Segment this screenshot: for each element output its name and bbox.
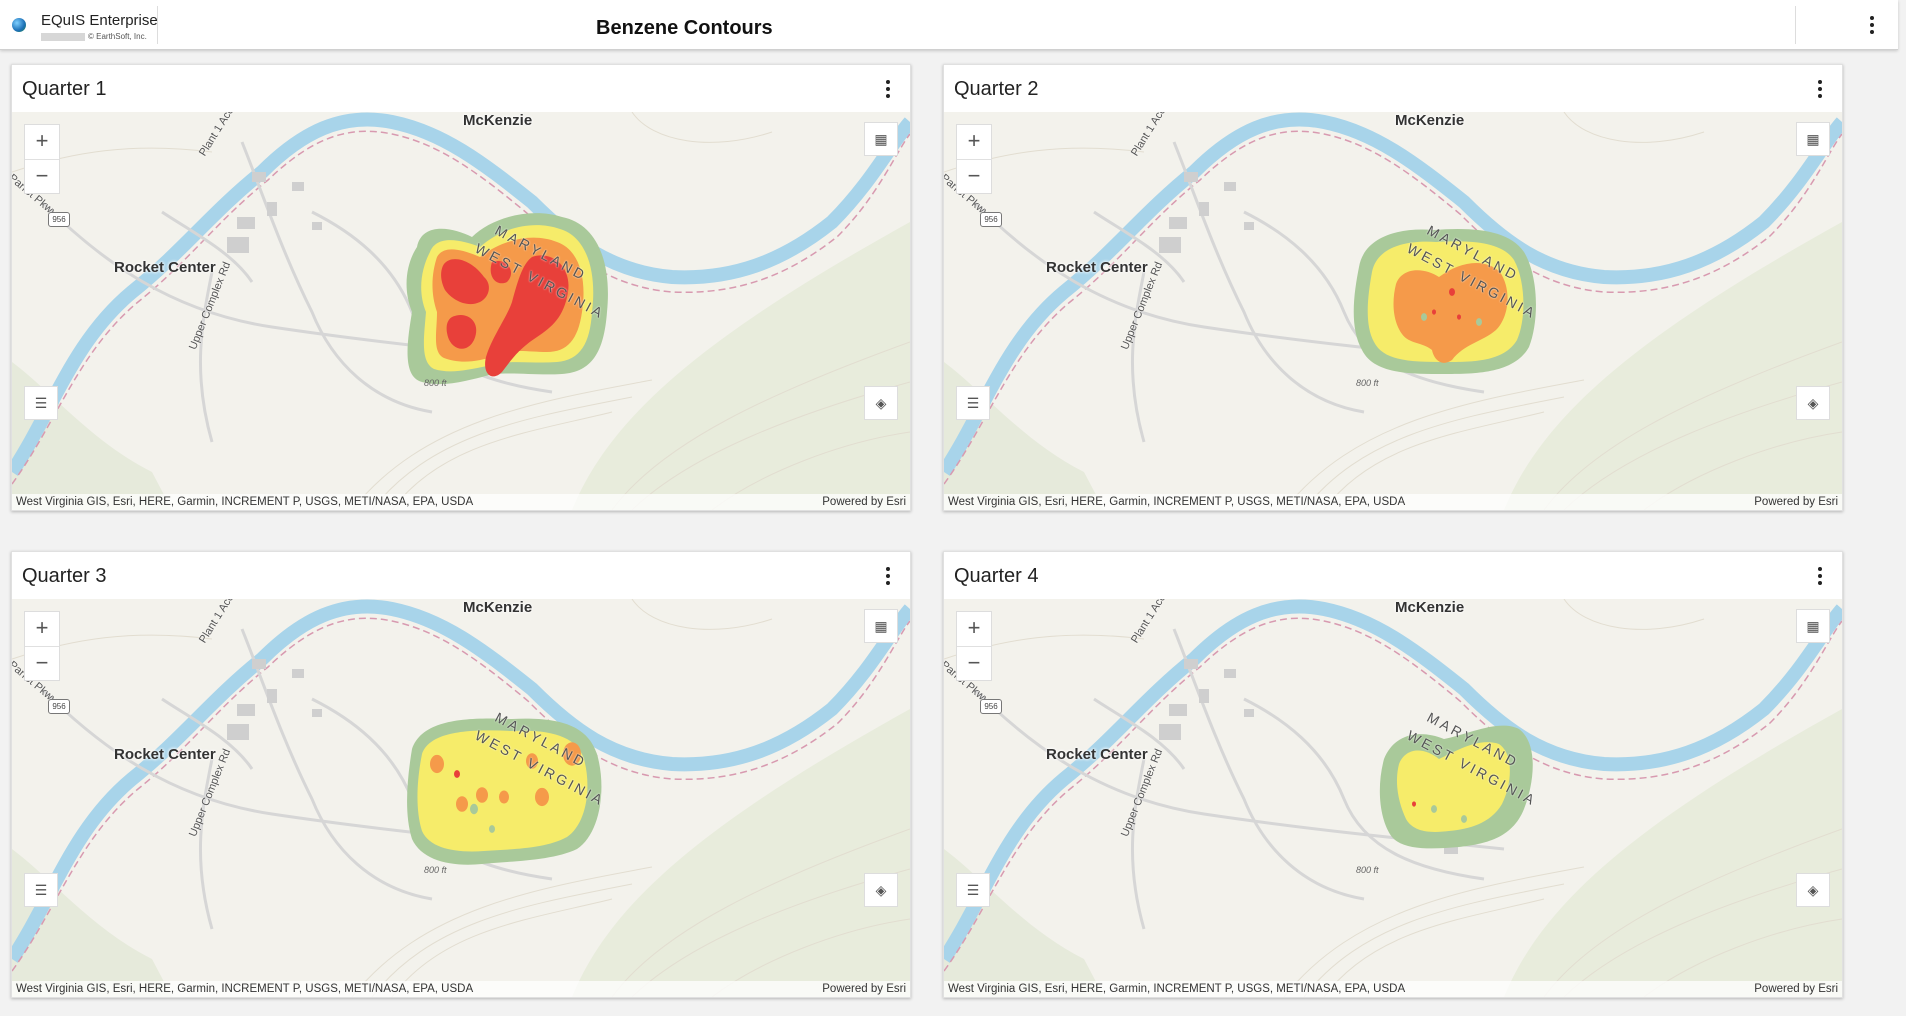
zoom-control: + − xyxy=(24,611,60,681)
powered-by-esri[interactable]: Powered by Esri xyxy=(1754,496,1838,508)
zoom-out-button[interactable]: − xyxy=(35,163,49,188)
attribution-text: West Virginia GIS, Esri, HERE, Garmin, I… xyxy=(16,496,474,508)
zoom-in-button[interactable]: + xyxy=(957,612,991,647)
map-panel-4: Quarter 4 xyxy=(943,551,1843,998)
map-panel-3: Quarter 3 xyxy=(11,551,911,998)
panel-title: Quarter 4 xyxy=(954,565,1039,587)
basemap-gallery-icon[interactable]: ▦ xyxy=(864,122,898,156)
map-attribution: West Virginia GIS, Esri, HERE, Garmin, I… xyxy=(12,494,910,510)
zoom-control: + − xyxy=(956,124,992,194)
place-label-rocket-center: Rocket Center xyxy=(114,259,216,276)
route-shield: 956 xyxy=(980,212,1002,227)
basemap xyxy=(12,112,910,510)
legend-icon[interactable]: ☰ xyxy=(24,873,58,907)
zoom-control: + − xyxy=(24,124,60,194)
equis-logo-icon xyxy=(12,18,26,32)
elevation-label: 800 ft xyxy=(1356,865,1379,875)
map-view[interactable]: McKenzie Rocket Center Plant 1 Access Rd… xyxy=(12,599,910,997)
header-divider xyxy=(157,6,158,44)
elevation-label: 800 ft xyxy=(424,378,447,388)
river xyxy=(944,599,1842,963)
layers-icon[interactable]: ◈ xyxy=(864,386,898,420)
basemap xyxy=(12,599,910,997)
benzene-contour-overlay xyxy=(407,718,602,865)
river xyxy=(12,599,910,963)
legend-icon[interactable]: ☰ xyxy=(956,386,990,420)
route-shield: 956 xyxy=(980,699,1002,714)
zoom-out-button[interactable]: − xyxy=(967,650,981,675)
map-view[interactable]: McKenzie Rocket Center Plant 1 Access Rd… xyxy=(944,112,1842,510)
panel-menu-icon[interactable] xyxy=(1810,564,1830,588)
zoom-out-button[interactable]: − xyxy=(35,650,49,675)
map-panel-1: Quarter 1 xyxy=(11,64,911,511)
attribution-text: West Virginia GIS, Esri, HERE, Garmin, I… xyxy=(16,983,474,995)
attribution-text: West Virginia GIS, Esri, HERE, Garmin, I… xyxy=(948,983,1406,995)
legend-icon[interactable]: ☰ xyxy=(24,386,58,420)
basemap-gallery-icon[interactable]: ▦ xyxy=(1796,122,1830,156)
layers-icon[interactable]: ◈ xyxy=(1796,873,1830,907)
map-view[interactable]: McKenzie Rocket Center Plant 1 Access Rd… xyxy=(944,599,1842,997)
zoom-control: + − xyxy=(956,611,992,681)
panel-header: Quarter 3 xyxy=(12,552,910,600)
elevation-label: 800 ft xyxy=(424,865,447,875)
panel-title: Quarter 1 xyxy=(22,78,107,100)
river xyxy=(944,112,1842,476)
app-header: EQuIS Enterprise © EarthSoft, Inc. Benze… xyxy=(0,0,1898,50)
route-shield: 956 xyxy=(48,699,70,714)
app-copyright: © EarthSoft, Inc. xyxy=(41,32,147,41)
panel-menu-icon[interactable] xyxy=(878,77,898,101)
basemap xyxy=(944,599,1842,997)
app-menu-icon[interactable] xyxy=(1862,13,1882,37)
panel-header: Quarter 2 xyxy=(944,65,1842,113)
basemap-gallery-icon[interactable]: ▦ xyxy=(1796,609,1830,643)
place-label-rocket-center: Rocket Center xyxy=(1046,259,1148,276)
place-label-rocket-center: Rocket Center xyxy=(1046,746,1148,763)
place-label-mckenzie: McKenzie xyxy=(463,599,533,616)
panel-title: Quarter 2 xyxy=(954,78,1039,100)
map-attribution: West Virginia GIS, Esri, HERE, Garmin, I… xyxy=(944,494,1842,510)
panel-header: Quarter 1 xyxy=(12,65,910,113)
layers-icon[interactable]: ◈ xyxy=(864,873,898,907)
elevation-label: 800 ft xyxy=(1356,378,1379,388)
layers-icon[interactable]: ◈ xyxy=(1796,386,1830,420)
map-panel-2: Quarter 2 xyxy=(943,64,1843,511)
benzene-contour-overlay xyxy=(1353,229,1536,374)
header-divider-right xyxy=(1795,6,1796,44)
benzene-contour-overlay xyxy=(406,213,608,385)
basemap xyxy=(944,112,1842,510)
powered-by-esri[interactable]: Powered by Esri xyxy=(822,496,906,508)
zoom-in-button[interactable]: + xyxy=(25,125,59,160)
route-shield: 956 xyxy=(48,212,70,227)
attribution-text: West Virginia GIS, Esri, HERE, Garmin, I… xyxy=(948,496,1406,508)
place-label-mckenzie: McKenzie xyxy=(1395,599,1465,616)
zoom-in-button[interactable]: + xyxy=(25,612,59,647)
panel-menu-icon[interactable] xyxy=(878,564,898,588)
place-label-mckenzie: McKenzie xyxy=(1395,112,1465,129)
benzene-contour-overlay xyxy=(1379,725,1533,849)
map-attribution: West Virginia GIS, Esri, HERE, Garmin, I… xyxy=(944,981,1842,997)
powered-by-esri[interactable]: Powered by Esri xyxy=(1754,983,1838,995)
map-view[interactable]: McKenzie Rocket Center Plant 1 Access Rd… xyxy=(12,112,910,510)
zoom-in-button[interactable]: + xyxy=(957,125,991,160)
page-title: Benzene Contours xyxy=(596,17,773,39)
river xyxy=(12,112,910,476)
panel-header: Quarter 4 xyxy=(944,552,1842,600)
place-label-rocket-center: Rocket Center xyxy=(114,746,216,763)
legend-icon[interactable]: ☰ xyxy=(956,873,990,907)
basemap-gallery-icon[interactable]: ▦ xyxy=(864,609,898,643)
app-name: EQuIS Enterprise xyxy=(41,12,158,29)
place-label-mckenzie: McKenzie xyxy=(463,112,533,129)
panel-menu-icon[interactable] xyxy=(1810,77,1830,101)
zoom-out-button[interactable]: − xyxy=(967,163,981,188)
map-attribution: West Virginia GIS, Esri, HERE, Garmin, I… xyxy=(12,981,910,997)
powered-by-esri[interactable]: Powered by Esri xyxy=(822,983,906,995)
panel-title: Quarter 3 xyxy=(22,565,107,587)
